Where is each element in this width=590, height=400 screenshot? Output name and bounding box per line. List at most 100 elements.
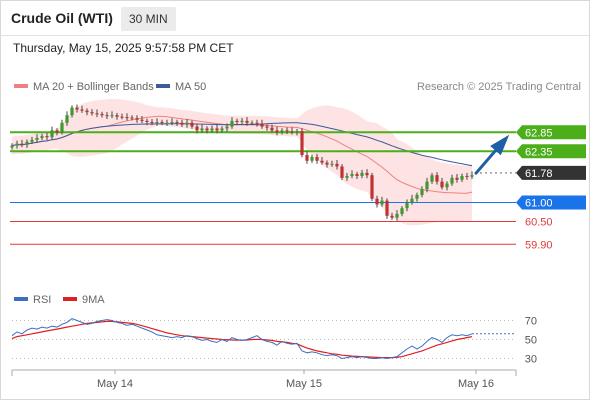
candle-body <box>50 130 54 138</box>
chart-datetime: Thursday, May 15, 2025 9:57:58 PM CET <box>13 41 234 55</box>
candle-body <box>335 163 339 167</box>
level-tag-62.35 <box>516 144 586 159</box>
legend-label-ma50: MA 50 <box>175 81 206 93</box>
candle-body <box>395 213 399 218</box>
candle-body <box>380 200 384 205</box>
candle-body <box>225 126 229 129</box>
candle-body <box>315 156 319 161</box>
legend-swatch-ma50 <box>156 84 170 88</box>
candle-body <box>195 126 199 131</box>
candle-body <box>190 122 194 127</box>
level-label-59.90: 59.90 <box>525 239 553 251</box>
candle-body <box>410 198 414 203</box>
candle-body <box>160 122 164 124</box>
candle-body <box>255 122 259 124</box>
projection-arrow-head <box>490 134 510 156</box>
candle-body <box>290 131 294 133</box>
candle-body <box>75 107 79 110</box>
candle-body <box>145 120 149 123</box>
legend-swatch-9ma <box>63 297 77 301</box>
candle-body <box>205 128 209 131</box>
bollinger-band <box>12 99 472 226</box>
candle-body <box>390 215 394 218</box>
candle-body <box>45 136 49 138</box>
candle-body <box>375 198 379 205</box>
legend-label-rsi: RSI <box>33 294 51 306</box>
candle-body <box>80 109 84 111</box>
candle-body <box>470 175 474 177</box>
legend-label-ma20: MA 20 + Bollinger Bands <box>33 81 154 93</box>
candle-body <box>170 122 174 124</box>
level-tag-62.85 <box>516 125 586 140</box>
candle-body <box>240 120 244 123</box>
candle-body <box>385 200 389 216</box>
candle-body <box>175 122 179 124</box>
legend-label-9ma: 9MA <box>82 294 105 306</box>
candle-body <box>25 141 29 145</box>
candle-body <box>40 136 44 138</box>
candle-body <box>100 114 104 116</box>
rsi-tick-70: 70 <box>525 316 537 328</box>
candle-body <box>215 128 219 131</box>
candle-body <box>320 160 324 163</box>
rsi-tick-50: 50 <box>525 335 537 347</box>
legend-swatch-ma20 <box>14 84 28 88</box>
candle-body <box>420 189 424 195</box>
candle-body <box>455 177 459 180</box>
candle-body <box>60 122 64 133</box>
candle-body <box>185 122 189 125</box>
candle-body <box>305 155 309 161</box>
candle-body <box>445 183 449 188</box>
x-tick-label: May 16 <box>458 378 494 390</box>
candle-body <box>325 162 329 165</box>
candle-body <box>350 174 354 176</box>
candle-body <box>345 175 349 178</box>
candle-body <box>270 127 274 131</box>
candle-body <box>130 117 134 119</box>
candle-body <box>120 116 124 118</box>
candle-body <box>275 130 279 133</box>
candle-body <box>265 126 269 128</box>
candle-body <box>125 117 129 119</box>
candle-body <box>245 120 249 123</box>
instrument-title: Crude Oil (WTI) <box>11 10 113 26</box>
rsi-tick-30: 30 <box>525 354 537 366</box>
candle-body <box>150 122 154 124</box>
candle-body <box>280 130 284 133</box>
candle-body <box>360 172 364 176</box>
timeframe-badge[interactable]: 30 MIN <box>121 7 176 31</box>
candle-body <box>415 194 419 199</box>
candle-body <box>30 139 34 142</box>
candle-body <box>440 181 444 188</box>
candle-body <box>250 122 254 124</box>
candle-body <box>400 208 404 214</box>
candle-body <box>230 120 234 127</box>
x-tick-label: May 14 <box>97 378 133 390</box>
candle-body <box>155 122 159 124</box>
candle-body <box>210 128 214 131</box>
candle-body <box>450 177 454 184</box>
candle-body <box>370 175 374 199</box>
candle-body <box>330 163 334 165</box>
candle-body <box>355 174 359 176</box>
candle-body <box>200 128 204 131</box>
candle-body <box>340 166 344 178</box>
candle-body <box>110 115 114 117</box>
candle-body <box>285 130 289 132</box>
candle-body <box>140 119 144 121</box>
candle-body <box>70 107 74 116</box>
level-label-61.78: 61.78 <box>525 168 553 180</box>
level-label-60.50: 60.50 <box>525 217 553 229</box>
candle-body <box>300 131 304 156</box>
candle-body <box>295 131 299 133</box>
candle-body <box>260 123 264 127</box>
candle-body <box>165 122 169 124</box>
candle-body <box>405 202 409 209</box>
x-tick-label: May 15 <box>286 378 322 390</box>
legend-swatch-rsi <box>14 297 28 301</box>
candle-body <box>465 175 469 177</box>
level-label-62.35: 62.35 <box>525 146 553 158</box>
candle-body <box>85 110 89 113</box>
candle-body <box>20 143 24 145</box>
